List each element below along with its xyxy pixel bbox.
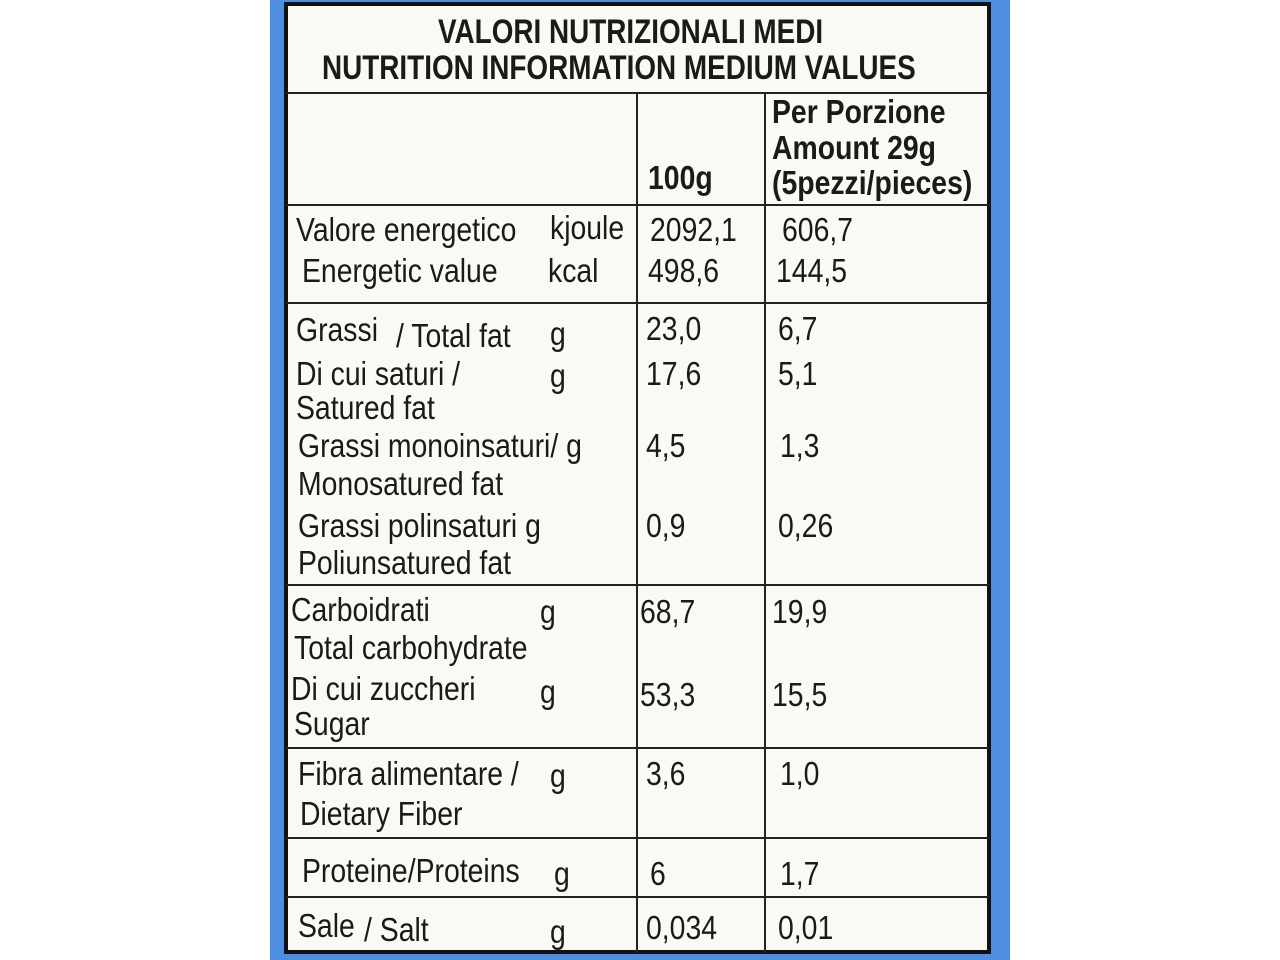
fiber-label: Fibra alimentare / — [298, 755, 519, 792]
column-divider — [636, 93, 638, 953]
protein-portion: 1,7 — [780, 855, 820, 892]
carb-portion: 19,9 — [772, 593, 828, 630]
sat-label-en: Satured fat — [296, 389, 435, 426]
fiber-label-en: Dietary Fiber — [300, 795, 463, 832]
mono-100g: 4,5 — [646, 427, 686, 464]
energy-kj-portion: 606,7 — [782, 211, 854, 248]
column-divider — [764, 93, 766, 953]
carb-label: Carboidrati — [291, 591, 430, 628]
fat-portion: 6,7 — [778, 310, 818, 347]
sugar-portion: 15,5 — [772, 676, 828, 713]
salt-portion: 0,01 — [778, 909, 834, 946]
poly-100g: 0,9 — [646, 507, 686, 544]
energy-label-it: Valore energetico — [296, 211, 517, 248]
fiber-unit: g — [550, 757, 566, 794]
header-100g: 100g — [648, 159, 713, 196]
header-portion: (5pezzi/pieces) — [772, 164, 973, 201]
sugar-unit: g — [540, 673, 556, 710]
fat-100g: 23,0 — [646, 310, 702, 347]
sugar-100g: 53,3 — [640, 676, 696, 713]
poly-label-en: Poliunsatured fat — [298, 544, 511, 581]
header-portion: Amount 29g — [772, 129, 936, 166]
carb-unit: g — [540, 593, 556, 630]
fiber-portion: 1,0 — [780, 755, 820, 792]
salt-label-en: / Salt — [364, 911, 429, 948]
mono-label-en: Monosatured fat — [298, 465, 504, 502]
sugar-label: Di cui zuccheri — [291, 670, 476, 707]
salt-label: Sale — [298, 907, 355, 944]
poly-label: Grassi polinsaturi g — [298, 507, 541, 544]
energy-kcal-100g: 498,6 — [648, 252, 720, 289]
sugar-label-en: Sugar — [294, 705, 370, 742]
sat-portion: 5,1 — [778, 355, 818, 392]
carb-label-en: Total carbohydrate — [294, 629, 528, 666]
sat-label: Di cui saturi / — [296, 355, 461, 392]
protein-unit: g — [554, 855, 570, 892]
mono-label: Grassi monoinsaturi/ g — [298, 427, 582, 464]
sat-unit: g — [550, 357, 566, 394]
energy-unit-kj: kjoule — [550, 209, 625, 246]
mono-portion: 1,3 — [780, 427, 820, 464]
protein-100g: 6 — [650, 855, 666, 892]
title-italian: VALORI NUTRIZIONALI MEDI — [438, 13, 824, 51]
energy-label-en: Energetic value — [302, 252, 498, 289]
carb-100g: 68,7 — [640, 593, 696, 630]
sat-100g: 17,6 — [646, 355, 702, 392]
salt-100g: 0,034 — [646, 909, 718, 946]
energy-kj-100g: 2092,1 — [650, 211, 737, 248]
header-portion: Per Porzione — [772, 93, 946, 130]
protein-label: Proteine/Proteins — [302, 852, 520, 889]
fat-label-en: / Total fat — [396, 317, 511, 354]
fat-unit: g — [550, 315, 566, 352]
energy-unit-kcal: kcal — [548, 252, 599, 289]
energy-kcal-portion: 144,5 — [776, 252, 848, 289]
fiber-100g: 3,6 — [646, 755, 686, 792]
salt-unit: g — [550, 913, 566, 950]
fat-label: Grassi — [296, 311, 378, 348]
poly-portion: 0,26 — [778, 507, 834, 544]
title-english: NUTRITION INFORMATION MEDIUM VALUES — [322, 49, 916, 87]
